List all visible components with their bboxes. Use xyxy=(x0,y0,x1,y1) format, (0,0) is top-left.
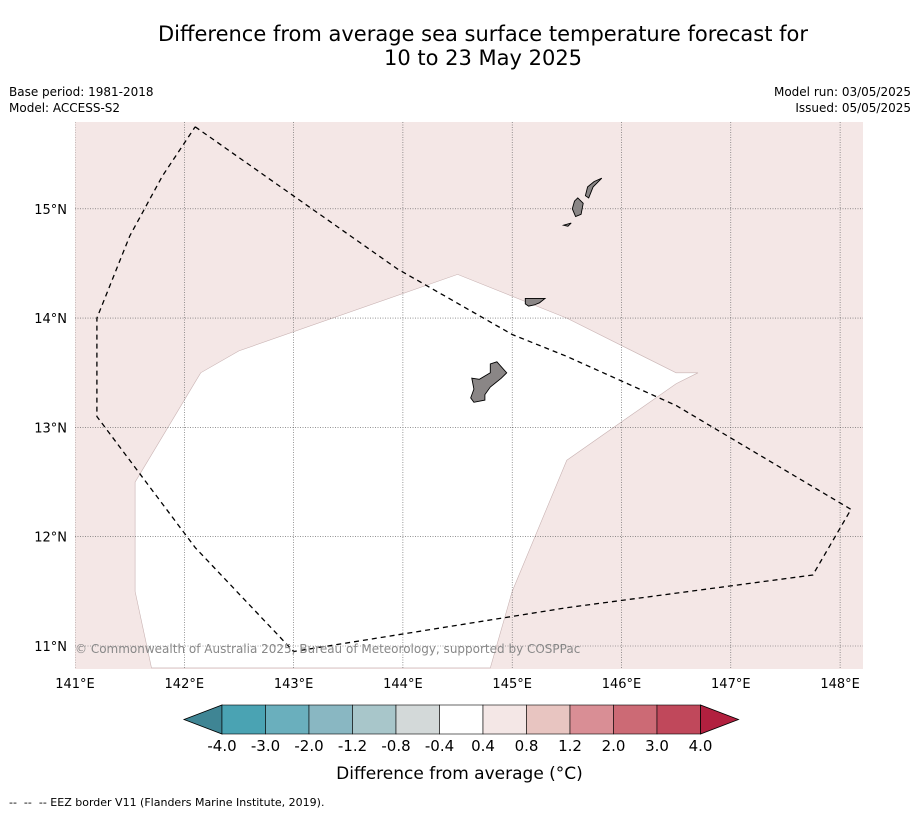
colorbar xyxy=(182,704,740,735)
lon-tick-label: 147°E xyxy=(711,677,751,692)
title-line-2: 10 to 23 May 2025 xyxy=(383,46,583,70)
lat-tick-label: 15°N xyxy=(34,203,67,218)
colorbar-segment xyxy=(352,704,397,735)
lon-tick-label: 146°E xyxy=(602,677,642,692)
lat-tick-label: 13°N xyxy=(34,421,67,436)
colorbar-tick-label: -1.2 xyxy=(338,737,367,755)
graticule xyxy=(75,122,863,669)
island-tinian xyxy=(571,197,584,218)
colorbar-segment xyxy=(482,704,527,735)
meta-right: Model run: 03/05/2025 Issued: 05/05/2025 xyxy=(774,84,911,116)
lon-tick-label: 141°E xyxy=(55,677,95,692)
colorbar-tick-label: 0.4 xyxy=(471,737,495,755)
eez-legend-footnote: -- -- -- EEZ border V11 (Flanders Marine… xyxy=(9,796,325,809)
colorbar-tick-labels: -4.0 -3.0 -2.0 -1.2 -0.8 -0.4 0.4 0.8 1.2 2.0 3.0 4… xyxy=(207,737,712,755)
eez-border-line xyxy=(96,126,852,653)
colorbar-tick-label: -2.0 xyxy=(294,737,323,755)
colorbar-tick-label: -3.0 xyxy=(251,737,280,755)
model-run: Model run: 03/05/2025 xyxy=(773,85,911,99)
colorbar-segment xyxy=(613,704,658,735)
meta-left: Base period: 1981-2018 Model: ACCESS-S2 xyxy=(9,84,154,116)
issued-date: Issued: 05/05/2025 xyxy=(795,101,911,115)
lon-tick-label: 143°E xyxy=(274,677,314,692)
colorbar-tick-label: -0.4 xyxy=(425,737,454,755)
colorbar-segment xyxy=(395,704,440,735)
island-aguijan xyxy=(561,222,572,227)
copyright-notice: © Commonwealth of Australia 2025, Bureau… xyxy=(75,642,580,656)
colorbar-segment xyxy=(308,704,353,735)
base-period: Base period: 1981-2018 xyxy=(9,85,154,99)
lon-tick-label: 144°E xyxy=(383,677,423,692)
colorbar-segment xyxy=(221,704,266,735)
colorbar-segment xyxy=(569,704,614,735)
island-rota xyxy=(524,297,547,307)
island-saipan xyxy=(584,177,603,199)
islands xyxy=(470,177,603,403)
colorbar-tick-label: -4.0 xyxy=(207,737,236,755)
colorbar-segment xyxy=(526,704,571,735)
lon-tick-label: 145°E xyxy=(492,677,532,692)
lat-tick-label: 14°N xyxy=(34,312,67,327)
latitude-tick-labels: 11°N 12°N 13°N 14°N 15°N xyxy=(34,203,67,655)
colorbar-tick-label: 3.0 xyxy=(645,737,669,755)
colorbar-tick-label: 1.2 xyxy=(558,737,582,755)
colorbar-segment xyxy=(265,704,310,735)
colorbar-over-arrow xyxy=(700,704,740,735)
colorbar-under-arrow xyxy=(182,704,223,735)
longitude-tick-labels: 141°E 142°E 143°E 144°E 145°E 146°E 147°E 148°E xyxy=(55,677,860,692)
colorbar-tick-label: 0.8 xyxy=(515,737,539,755)
colorbar-tick-label: 4.0 xyxy=(689,737,713,755)
colorbar-tick-label: -0.8 xyxy=(381,737,410,755)
colorbar-tick-label: 2.0 xyxy=(602,737,626,755)
lat-tick-label: 12°N xyxy=(34,531,67,546)
map-title: Difference from average sea surface temp… xyxy=(0,22,919,70)
colorbar-segment xyxy=(656,704,701,735)
island-guam xyxy=(470,361,508,403)
colorbar-label: Difference from average (°C) xyxy=(336,764,583,784)
lat-tick-label: 11°N xyxy=(34,640,67,655)
lon-tick-label: 148°E xyxy=(820,677,860,692)
colorbar-segment xyxy=(439,704,484,735)
title-line-1: Difference from average sea surface temp… xyxy=(158,22,808,46)
model-name: Model: ACCESS-S2 xyxy=(9,101,121,115)
lon-tick-label: 142°E xyxy=(165,677,205,692)
